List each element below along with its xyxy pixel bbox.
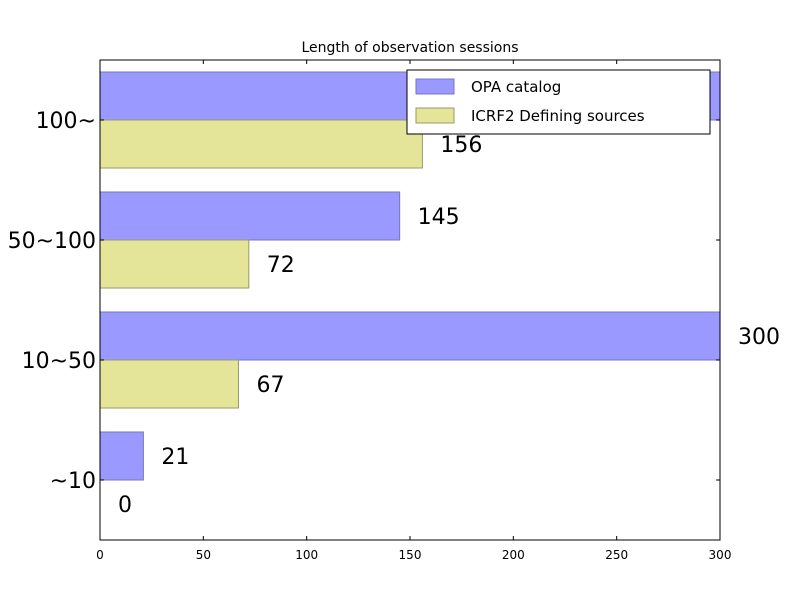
bar-icrf2-defining-sources-100 xyxy=(99,119,423,169)
xtick-label-0: 0 xyxy=(96,548,104,562)
ytick-label-100: 100~ xyxy=(36,109,96,134)
xtick-label-200: 200 xyxy=(502,548,525,562)
ytick-label-10-50: 10~50 xyxy=(22,349,96,374)
data-label-icrf2-defining-sources-100: 156 xyxy=(440,133,482,158)
xtick-label-300: 300 xyxy=(709,548,732,562)
xtick-label-150: 150 xyxy=(399,548,422,562)
bar-opa-catalog-10 xyxy=(99,431,144,481)
legend-box xyxy=(406,69,711,135)
bars-layer xyxy=(99,71,721,481)
data-label-opa-catalog-10-50: 300 xyxy=(738,325,780,350)
bar-opa-catalog-10-50 xyxy=(99,311,721,361)
data-labels-layer: 21 300 145 0 67 72 156 xyxy=(118,133,780,518)
data-label-opa-catalog-50-100: 145 xyxy=(418,205,460,230)
data-label-icrf2-defining-sources-50-100: 72 xyxy=(267,253,295,278)
bar-opa-catalog-50-100 xyxy=(99,191,401,241)
data-label-icrf2-defining-sources-10: 0 xyxy=(118,493,132,518)
bar-icrf2-defining-sources-50-100 xyxy=(99,239,250,289)
legend-swatch-icrf2-defining-sources xyxy=(415,107,455,124)
legend-label-icrf2-defining-sources: ICRF2 Defining sources xyxy=(471,107,645,125)
legend-label-opa-catalog: OPA catalog xyxy=(471,78,561,96)
data-label-icrf2-defining-sources-10-50: 67 xyxy=(256,373,284,398)
axis-ticks-layer: 0 50 100 150 200 250 300 ~10 10~50 50~100 100~ xyxy=(8,60,732,562)
xtick-label-100: 100 xyxy=(295,548,318,562)
xtick-label-50: 50 xyxy=(196,548,211,562)
legend-swatch-opa-catalog xyxy=(415,78,455,95)
xtick-label-250: 250 xyxy=(605,548,628,562)
data-label-opa-catalog-10: 21 xyxy=(161,445,189,470)
chart-title: Length of observation sessions xyxy=(301,40,518,56)
ytick-label-10: ~10 xyxy=(50,469,96,494)
bar-icrf2-defining-sources-10-50 xyxy=(99,359,239,409)
ytick-label-50-100: 50~100 xyxy=(8,229,96,254)
legend: OPA catalog ICRF2 Defining sources xyxy=(406,69,711,135)
